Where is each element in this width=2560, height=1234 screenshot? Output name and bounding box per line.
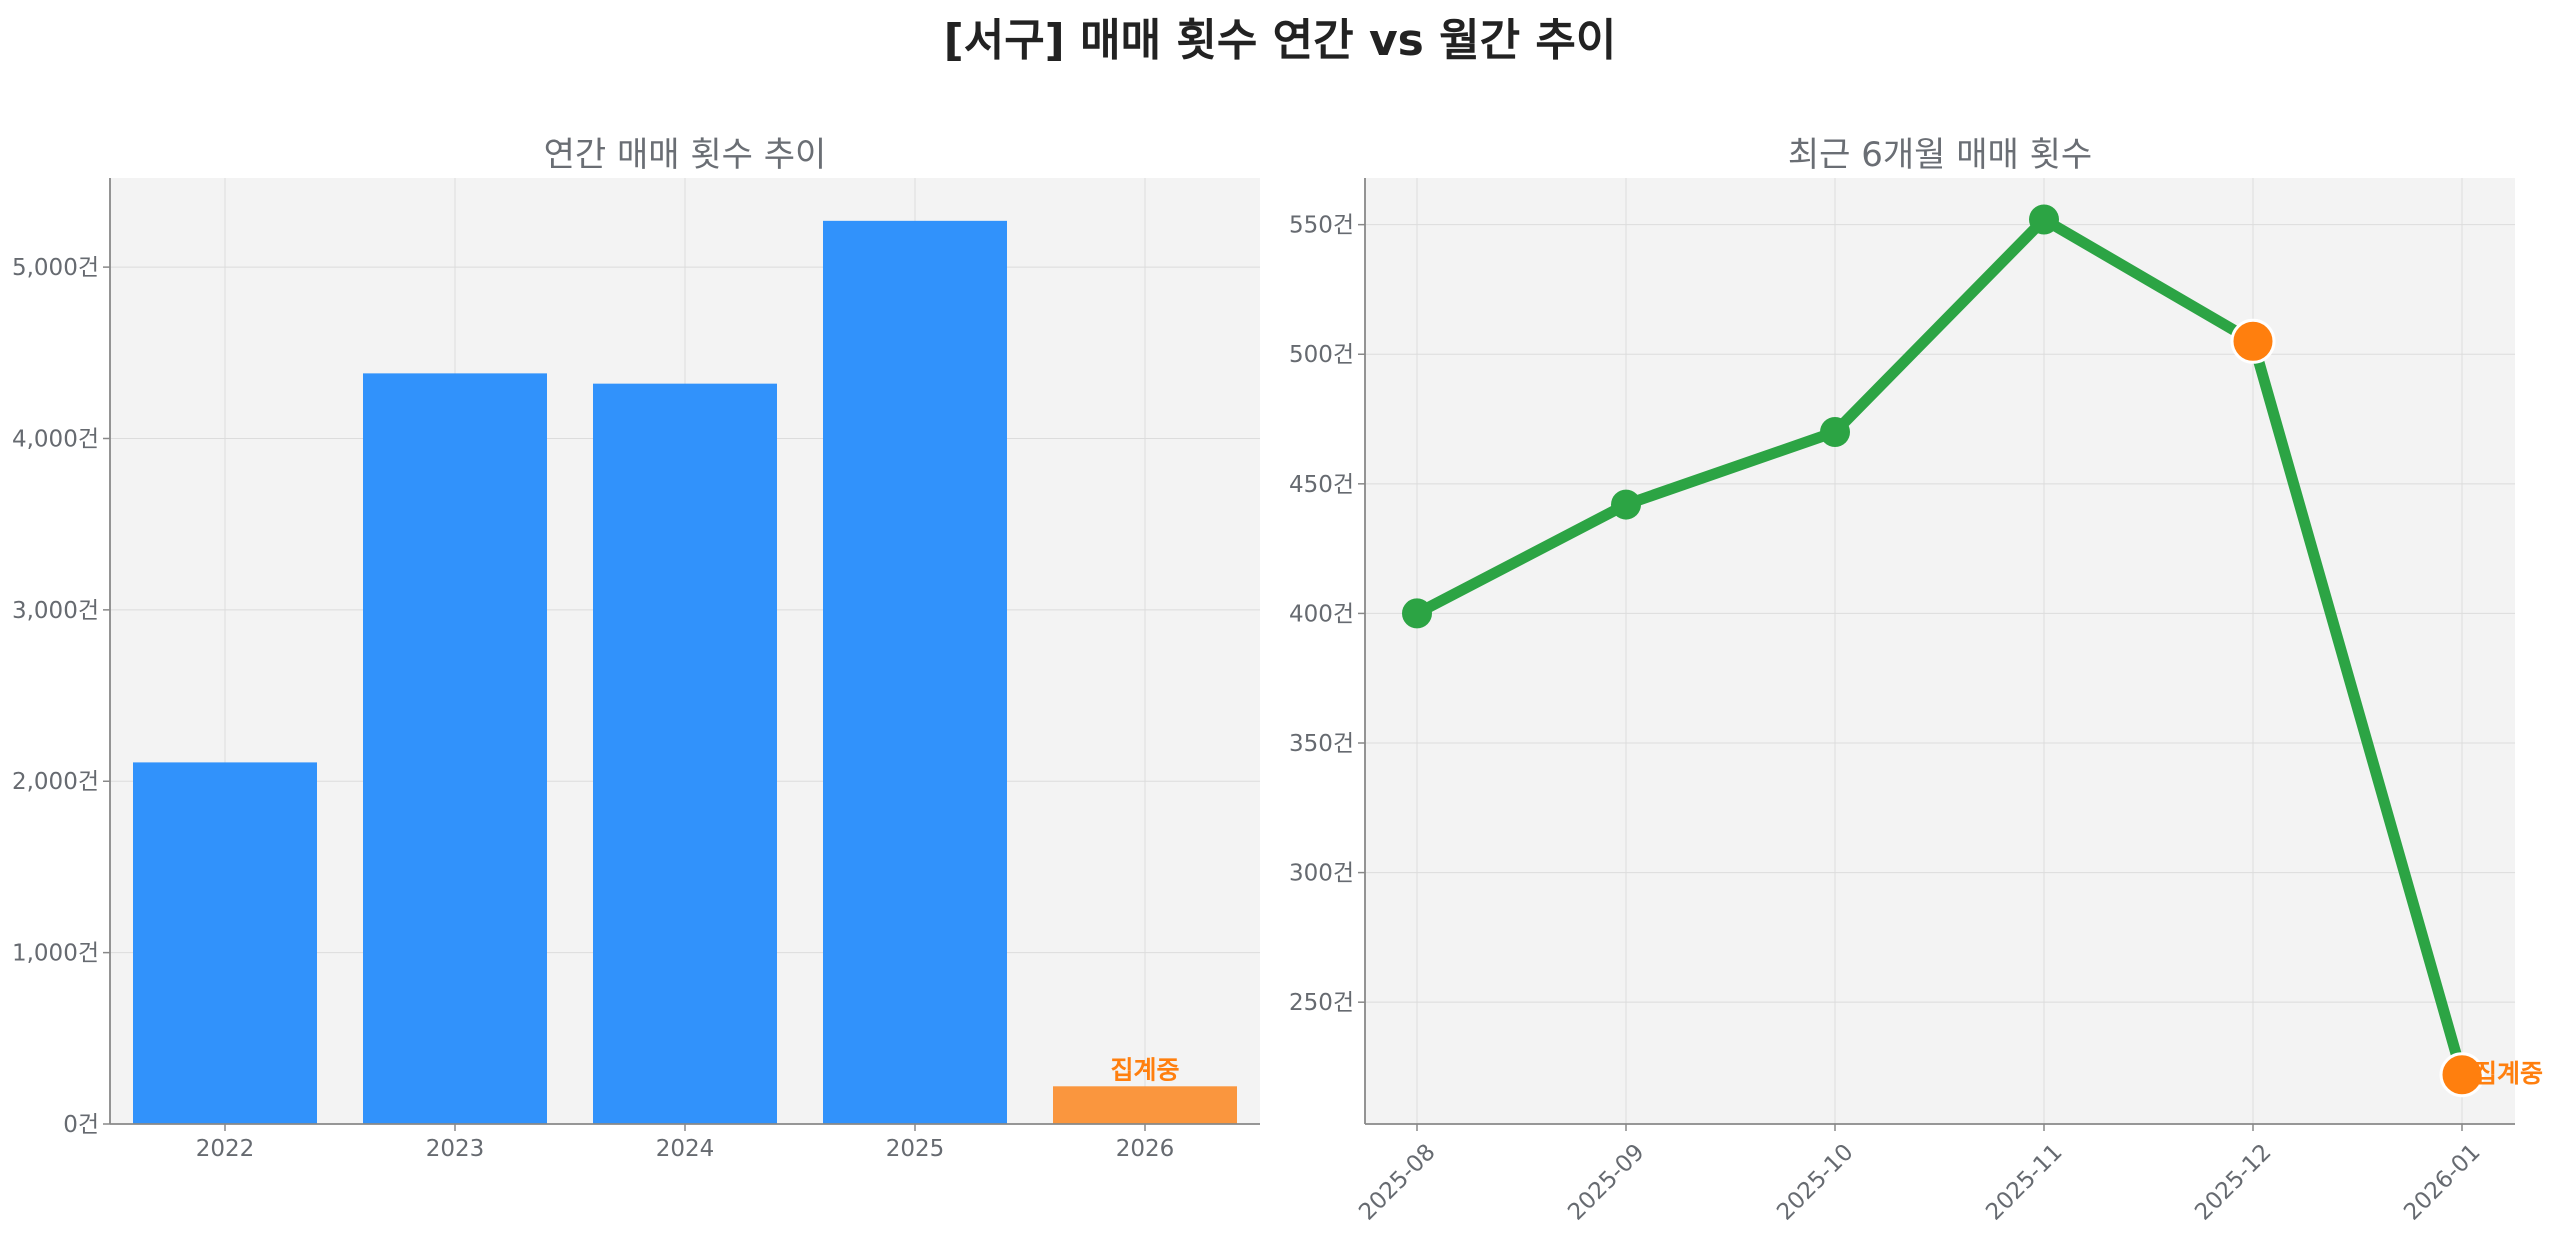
monthly-series-line [1411, 213, 2468, 1081]
annual-ytick-label: 1,000건 [12, 941, 99, 967]
monthly-xtick-label: 2025-12 [2190, 1139, 2276, 1225]
monthly-chart-title: 최근 6개월 매매 횟수 [1788, 135, 2092, 175]
annual-bar [823, 220, 1007, 1124]
annual-ytick-label: 4,000건 [12, 426, 99, 452]
monthly-partial-note: 집계중 [2474, 1059, 2543, 1088]
annual-labels: 0건 1,000건 2,000건 3,000건 4,000건 5,000건 2022 2023… [12, 255, 1180, 1162]
annual-ytick-label: 0건 [63, 1112, 99, 1138]
monthly-ytick-label: 300건 [1289, 861, 1354, 887]
annual-xtick-label: 2024 [656, 1136, 715, 1162]
annual-bar [363, 373, 547, 1124]
monthly-ytick-label: 500건 [1289, 342, 1354, 368]
annual-chart-title: 연간 매매 횟수 추이 [544, 135, 827, 175]
monthly-gridlines [1365, 178, 2515, 1124]
figure-title: [서구] 매매 횟수 연간 vs 월간 추이 [943, 15, 1617, 66]
monthly-ytick-label: 550건 [1289, 213, 1354, 239]
annual-xtick-label: 2022 [196, 1136, 255, 1162]
annual-bar [593, 383, 777, 1124]
monthly-line [1402, 204, 2485, 1098]
monthly-ytick-label: 250건 [1289, 990, 1354, 1016]
monthly-xtick-label: 2025-09 [1563, 1139, 1649, 1225]
monthly-point [2029, 204, 2059, 235]
monthly-highlight-point [2439, 1052, 2485, 1098]
monthly-xtick-label: 2025-08 [1354, 1139, 1440, 1225]
monthly-ytick-label: 400건 [1289, 601, 1354, 627]
annual-bars [133, 220, 1237, 1124]
monthly-ytick-label: 450건 [1289, 472, 1354, 498]
annual-xtick-label: 2023 [426, 1136, 485, 1162]
annual-bar [1053, 1086, 1237, 1124]
annual-axes [103, 178, 1260, 1131]
monthly-xtick-label: 2026-01 [2399, 1139, 2485, 1225]
monthly-xtick-label: 2025-10 [1772, 1139, 1858, 1225]
annual-bar [133, 762, 317, 1124]
monthly-xtick-label: 2025-11 [1981, 1139, 2067, 1225]
monthly-point [1402, 598, 1432, 629]
monthly-plot-background [1365, 178, 2515, 1124]
monthly-line-chart: 250건 300건 350건 400건 450건 500건 550건 2025-08 2025-… [1289, 135, 2543, 1226]
monthly-axes [1358, 178, 2515, 1131]
monthly-point [1820, 416, 1850, 447]
annual-xtick-label: 2026 [1116, 1136, 1175, 1162]
annual-bar-chart: 0건 1,000건 2,000건 3,000건 4,000건 5,000건 2022 2023… [12, 135, 1260, 1162]
monthly-highlight-point [2230, 318, 2276, 364]
annual-ytick-label: 2,000건 [12, 769, 99, 795]
annual-xtick-label: 2025 [886, 1136, 945, 1162]
annual-ytick-label: 3,000건 [12, 598, 99, 624]
annual-partial-note: 집계중 [1110, 1055, 1179, 1084]
monthly-ytick-label: 350건 [1289, 731, 1354, 757]
annual-ytick-label: 5,000건 [12, 255, 99, 281]
monthly-point [1611, 489, 1641, 520]
